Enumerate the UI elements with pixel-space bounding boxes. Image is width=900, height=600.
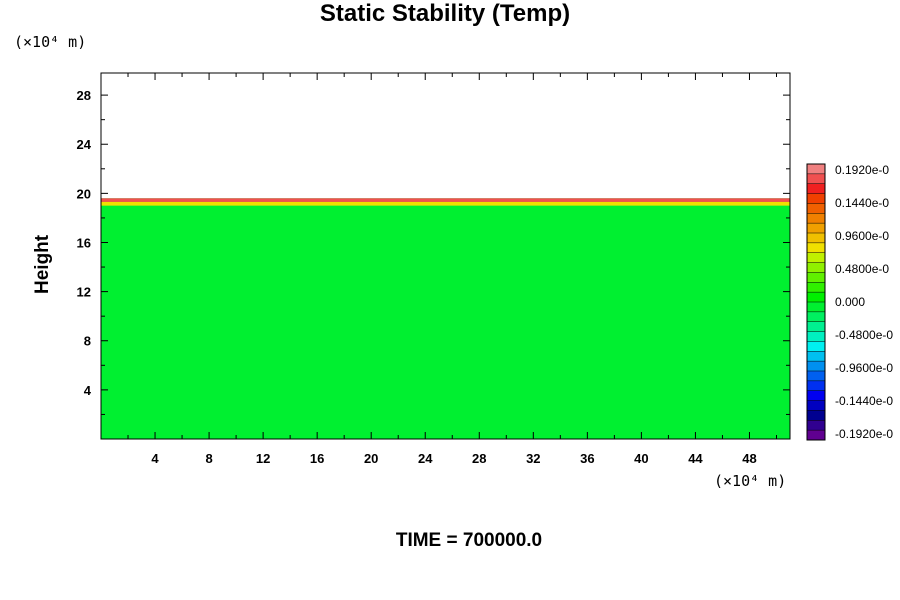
- x-tick-label: 20: [364, 451, 378, 466]
- colorbar-swatch: [807, 390, 825, 401]
- colorbar-label: 0.1440e-0: [835, 196, 889, 210]
- colorbar-label: 0.000: [835, 295, 865, 309]
- colorbar-swatch: [807, 321, 825, 332]
- field-background: [101, 198, 790, 439]
- colorbar-swatch: [807, 292, 825, 303]
- colorbar-swatch: [807, 400, 825, 411]
- colorbar-label: -0.1920e-0: [835, 427, 893, 441]
- y-tick-label: 28: [77, 88, 91, 103]
- x-tick-label: 44: [688, 451, 703, 466]
- colorbar-swatch: [807, 213, 825, 224]
- plot-frame: [100, 72, 791, 440]
- colorbar-label: -0.4800e-0: [835, 328, 893, 342]
- x-tick-label: 28: [472, 451, 486, 466]
- colorbar-swatch: [807, 410, 825, 421]
- y-tick-label: 24: [77, 137, 92, 152]
- colorbar-label: -0.1440e-0: [835, 394, 893, 408]
- colorbar-frame: [806, 163, 826, 441]
- colorbar-swatch: [807, 252, 825, 263]
- colorbar-swatch: [807, 282, 825, 293]
- y-axis-unit: (×10⁴ m): [14, 33, 87, 51]
- colorbar-swatch: [807, 341, 825, 352]
- x-tick-label: 40: [634, 451, 648, 466]
- colorbar-swatch: [807, 430, 825, 441]
- x-tick-label: 36: [580, 451, 594, 466]
- colorbar-label: 0.4800e-0: [835, 262, 889, 276]
- colorbar-swatch: [807, 223, 825, 234]
- colorbar-label: -0.9600e-0: [835, 361, 893, 375]
- colorbar-swatch: [807, 272, 825, 283]
- x-tick-label: 12: [256, 451, 270, 466]
- x-tick-label: 8: [205, 451, 212, 466]
- y-tick-label: 12: [77, 285, 91, 300]
- colorbar-swatch: [807, 203, 825, 214]
- colorbar-label: 0.9600e-0: [835, 229, 889, 243]
- colorbar-swatch: [807, 242, 825, 254]
- colorbar-swatch: [807, 380, 825, 392]
- colorbar-swatch: [807, 420, 825, 431]
- y-tick-label: 8: [84, 334, 91, 349]
- time-label: TIME = 700000.0: [395, 530, 543, 551]
- colorbar-swatch: [807, 311, 825, 323]
- colorbar-swatch: [807, 193, 825, 204]
- y-tick-label: 16: [77, 235, 91, 250]
- x-tick-label: 32: [526, 451, 540, 466]
- colorbar-label: 0.1920e-0: [835, 163, 889, 177]
- colorbar-swatch: [807, 164, 825, 175]
- colorbar-swatch: [807, 233, 825, 244]
- colorbar-swatch: [807, 183, 825, 194]
- colorbar-swatch: [807, 361, 825, 372]
- chart-title: Static Stability (Temp): [319, 0, 571, 27]
- field-band: [101, 198, 790, 202]
- x-tick-label: 4: [151, 451, 159, 466]
- colorbar-swatch: [807, 351, 825, 362]
- x-tick-label: 48: [742, 451, 756, 466]
- colorbar-swatch: [807, 371, 825, 382]
- colorbar-swatch: [807, 262, 825, 273]
- y-tick-label: 4: [84, 383, 92, 398]
- colorbar-swatch: [807, 173, 825, 185]
- field-band: [101, 201, 790, 206]
- colorbar-swatch: [807, 331, 825, 342]
- colorbar-swatch: [807, 302, 825, 313]
- x-tick-label: 16: [310, 451, 324, 466]
- y-tick-label: 20: [77, 186, 91, 201]
- x-axis-unit: (×10⁴ m): [714, 472, 787, 490]
- x-tick-label: 24: [418, 451, 433, 466]
